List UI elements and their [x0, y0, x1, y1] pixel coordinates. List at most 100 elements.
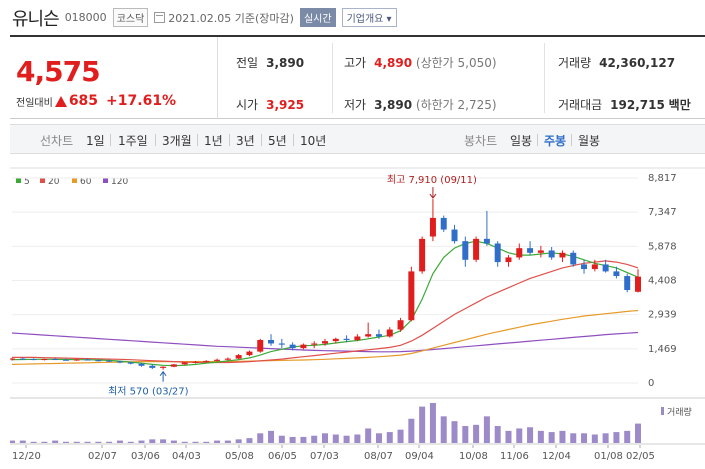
- volume-bar: [170, 440, 177, 443]
- range-3m[interactable]: 3개월: [162, 134, 192, 148]
- company-overview-dropdown[interactable]: 기업개요 ▾: [341, 8, 397, 27]
- candle-body: [581, 264, 588, 270]
- x-tick-label: 11/06: [500, 451, 529, 462]
- legend-swatch-60: [72, 178, 77, 183]
- amount-value: 192,715: [610, 98, 665, 112]
- change-percent: +17.61%: [106, 93, 177, 109]
- open-label: 시가: [236, 98, 259, 112]
- volume-bar: [19, 440, 26, 443]
- high-marker-arrow: [429, 193, 437, 199]
- stock-name[interactable]: 유니슨: [12, 8, 60, 30]
- x-tick-label: 10/08: [459, 451, 488, 462]
- candle-body: [613, 271, 620, 277]
- open-price: 시가 3,925: [236, 96, 304, 113]
- candle-body: [365, 334, 372, 337]
- low-price: 저가 3,890 (하한가 2,725): [344, 96, 497, 113]
- y-tick-label: 2,939: [648, 310, 677, 321]
- volume-bar: [62, 441, 69, 443]
- volume-bar: [624, 430, 631, 443]
- x-tick-label: 12/20: [12, 451, 41, 462]
- volume-legend-swatch: [661, 407, 664, 415]
- candle-body: [160, 366, 167, 368]
- volume-bar: [473, 424, 480, 443]
- candle-body: [181, 362, 188, 365]
- volume-bar: [343, 435, 350, 443]
- candle-daily[interactable]: 일봉: [510, 134, 533, 148]
- candle-body: [397, 320, 404, 330]
- volume-bar: [30, 441, 37, 443]
- volume-bar: [278, 435, 285, 443]
- volume-bar: [429, 403, 436, 443]
- candle-body: [419, 238, 426, 272]
- candle-body: [268, 339, 275, 344]
- realtime-button[interactable]: 실시간: [299, 8, 336, 27]
- range-1d[interactable]: 1일: [86, 134, 105, 148]
- candle-body: [289, 344, 296, 349]
- candle-body: [170, 364, 177, 367]
- candle-body: [408, 271, 415, 321]
- volume-bar: [95, 441, 102, 443]
- volume-bar: [300, 436, 307, 443]
- candle-body: [537, 250, 544, 253]
- volume-bar: [127, 441, 134, 443]
- volume-bar: [149, 439, 156, 443]
- legend-swatch-5: [16, 178, 21, 183]
- volume-bar: [635, 423, 641, 443]
- candle-body: [116, 361, 123, 363]
- candle-monthly[interactable]: 월봉: [578, 134, 601, 148]
- candle-body: [354, 336, 361, 340]
- separator: [261, 134, 262, 146]
- volume-bar: [73, 441, 80, 443]
- candle-body: [52, 359, 59, 361]
- range-3y[interactable]: 3년: [236, 134, 255, 148]
- y-tick-label: 1,469: [648, 344, 677, 355]
- line-chart-label: 선차트: [40, 134, 74, 148]
- x-tick-label: 02/05: [626, 451, 655, 462]
- volume-bar: [397, 429, 404, 443]
- candle-weekly[interactable]: 주봉: [544, 134, 567, 148]
- legend-label-20: 20: [48, 177, 60, 187]
- volume-bar: [451, 421, 458, 443]
- range-1y[interactable]: 1년: [204, 134, 223, 148]
- calendar-icon: [154, 12, 166, 23]
- volume-bar: [289, 436, 296, 443]
- volume-bar: [224, 440, 231, 443]
- candle-body: [106, 360, 113, 362]
- candle-body: [224, 358, 231, 360]
- volume-bar: [116, 440, 123, 443]
- x-tick-label: 07/03: [310, 451, 339, 462]
- candle-body: [9, 358, 15, 360]
- change-label: 전일대비: [16, 97, 53, 109]
- x-tick-label: 05/08: [225, 451, 254, 462]
- range-1w[interactable]: 1주일: [118, 134, 148, 148]
- volume-bar: [235, 439, 242, 443]
- separator: [155, 134, 156, 146]
- volume-bar: [84, 441, 91, 443]
- candle-body: [473, 238, 480, 260]
- range-5y[interactable]: 5년: [268, 134, 287, 148]
- volume-bar: [505, 430, 512, 443]
- change-line: 전일대비 685 +17.61%: [16, 93, 176, 109]
- legend-label-5: 5: [24, 177, 30, 187]
- ma20-line: [12, 260, 639, 364]
- volume-bar: [581, 433, 588, 443]
- high-value: 4,890: [374, 56, 413, 70]
- chart-svg[interactable]: 5 20 60 120 0 1,469 2,939 4,408 5,878 7,347 8,817 1…: [9, 154, 705, 469]
- candle-body: [203, 360, 210, 362]
- range-10y[interactable]: 10년: [300, 134, 327, 148]
- x-tick-label: 04/03: [172, 451, 201, 462]
- candle-body: [322, 341, 328, 344]
- candle-body: [624, 276, 631, 290]
- quote-date: 2021.02.05 기준(장마감): [168, 11, 294, 25]
- volume-bar: [246, 438, 253, 443]
- candle-body: [62, 359, 69, 361]
- amount-unit: 백만: [668, 98, 691, 112]
- candle-body: [300, 344, 307, 349]
- volume-bar: [516, 428, 523, 443]
- volume-bar: [537, 430, 544, 443]
- separator: [229, 134, 230, 146]
- separator: [110, 134, 111, 146]
- candle-body: [451, 229, 458, 242]
- volume-value: 42,360,127: [599, 56, 676, 70]
- stock-chart[interactable]: 5 20 60 120 0 1,469 2,939 4,408 5,878 7,347 8,817 1…: [9, 154, 705, 469]
